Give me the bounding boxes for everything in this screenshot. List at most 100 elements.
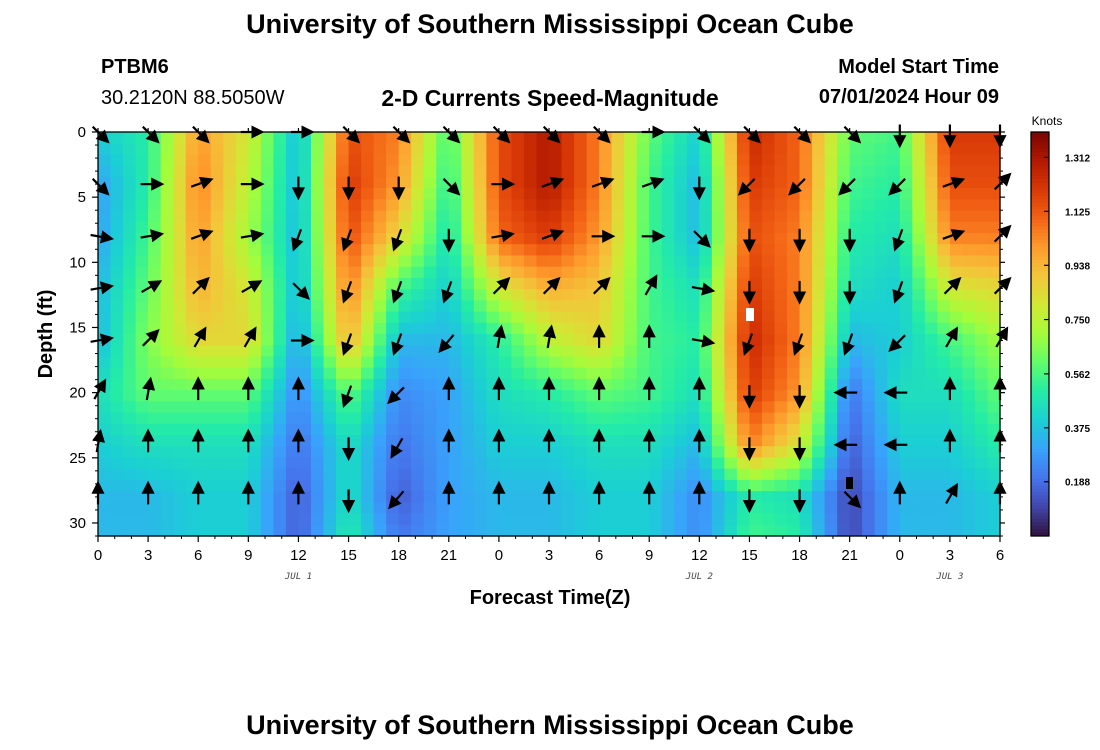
heatmap-cell (498, 502, 513, 515)
heatmap-cell (386, 176, 400, 189)
heatmap-cell (160, 457, 174, 470)
heatmap-cell (411, 367, 425, 380)
heatmap-cell (173, 143, 187, 156)
heatmap-cell (912, 277, 926, 290)
heatmap-cell (486, 322, 500, 335)
heatmap-cell (110, 457, 124, 470)
heatmap-cell (248, 266, 262, 279)
heatmap-cell (962, 502, 976, 515)
heatmap-cell (511, 300, 525, 313)
heatmap-cell (235, 132, 249, 144)
heatmap-cell (711, 143, 725, 156)
heatmap-cell (98, 401, 112, 414)
heatmap-cell (210, 457, 224, 470)
heatmap-cell (549, 300, 563, 313)
heatmap-cell (874, 143, 888, 156)
heatmap-cell (862, 233, 876, 245)
heatmap-cell (649, 401, 663, 414)
heatmap-cell (348, 244, 362, 257)
heatmap-cell (98, 390, 112, 402)
heatmap-cell (423, 300, 437, 313)
heatmap-cell (636, 210, 650, 223)
heatmap-cell (674, 132, 688, 144)
heatmap-cell (599, 221, 613, 234)
heatmap-cell (761, 412, 776, 425)
heatmap-cell (361, 468, 375, 481)
heatmap-cell (448, 311, 462, 324)
heatmap-cell (160, 188, 174, 200)
heatmap-cell (912, 143, 926, 156)
heatmap-cell (473, 356, 487, 369)
heatmap-cell (411, 390, 425, 402)
heatmap-cell (198, 513, 212, 526)
heatmap-cell (924, 165, 938, 178)
heatmap-cell (536, 143, 550, 156)
heatmap-cell (260, 132, 274, 144)
heatmap-cell (824, 367, 838, 380)
heatmap-cell (110, 524, 124, 537)
heatmap-cell (285, 300, 300, 313)
heatmap-cell (824, 233, 838, 245)
heatmap-cell (586, 468, 600, 481)
heatmap-cell (974, 412, 989, 425)
colorbar-segment (1031, 475, 1049, 480)
heatmap-cell (686, 176, 700, 189)
heatmap-cell (899, 491, 913, 503)
heatmap-cell (123, 266, 137, 279)
heatmap-cell (774, 412, 788, 425)
heatmap-cell (586, 221, 600, 234)
heatmap-cell (611, 132, 625, 144)
heatmap-cell (962, 188, 976, 200)
heatmap-cell (761, 244, 776, 257)
x-tick-label: 15 (741, 547, 758, 564)
heatmap-cell (323, 199, 337, 212)
heatmap-cell (599, 491, 613, 503)
heatmap-cell (185, 412, 199, 425)
heatmap-cell (849, 334, 863, 346)
heatmap-cell (398, 199, 412, 212)
heatmap-cell (887, 468, 901, 481)
heatmap-cell (812, 165, 826, 178)
heatmap-cell (599, 446, 613, 459)
heatmap-cell (862, 322, 876, 335)
heatmap-cell (298, 479, 312, 492)
heatmap-cell (348, 491, 362, 503)
heatmap-cell (787, 524, 801, 537)
heatmap-cell (699, 300, 713, 313)
heatmap-cell (761, 210, 776, 223)
heatmap-cell (310, 446, 325, 459)
colorbar-segment (1031, 381, 1049, 385)
heatmap-cell (862, 356, 876, 369)
heatmap-cell (148, 446, 162, 459)
heatmap-cell (974, 221, 989, 234)
heatmap-cell (285, 199, 300, 212)
colorbar-segment (1031, 482, 1049, 486)
heatmap-cell (310, 132, 325, 144)
heatmap-cell (498, 423, 513, 436)
heatmap-cell (837, 524, 851, 537)
heatmap-cell (661, 423, 675, 436)
heatmap-cell (987, 221, 1001, 234)
heatmap-cell (398, 143, 412, 156)
heatmap-cell (123, 334, 137, 346)
heatmap-cell (310, 300, 325, 313)
heatmap-cell (561, 468, 575, 481)
heatmap-cell (874, 367, 888, 380)
heatmap-cell (624, 491, 638, 503)
heatmap-cell (987, 233, 1001, 245)
heatmap-cell (987, 446, 1001, 459)
heatmap-cell (173, 513, 187, 526)
heatmap-cell (937, 479, 951, 492)
current-vector (391, 333, 404, 356)
colorbar-segment (1031, 455, 1049, 460)
heatmap-cell (887, 244, 901, 257)
heatmap-cell (285, 491, 300, 503)
heatmap-cell (185, 188, 199, 200)
heatmap-cell (486, 524, 500, 537)
heatmap-cell (962, 468, 976, 481)
heatmap-cell (198, 143, 212, 156)
station-coords: 30.2120N 88.5050W (101, 87, 285, 109)
heatmap-cell (160, 334, 174, 346)
heatmap-cell (223, 479, 237, 492)
heatmap-cell (899, 266, 913, 279)
